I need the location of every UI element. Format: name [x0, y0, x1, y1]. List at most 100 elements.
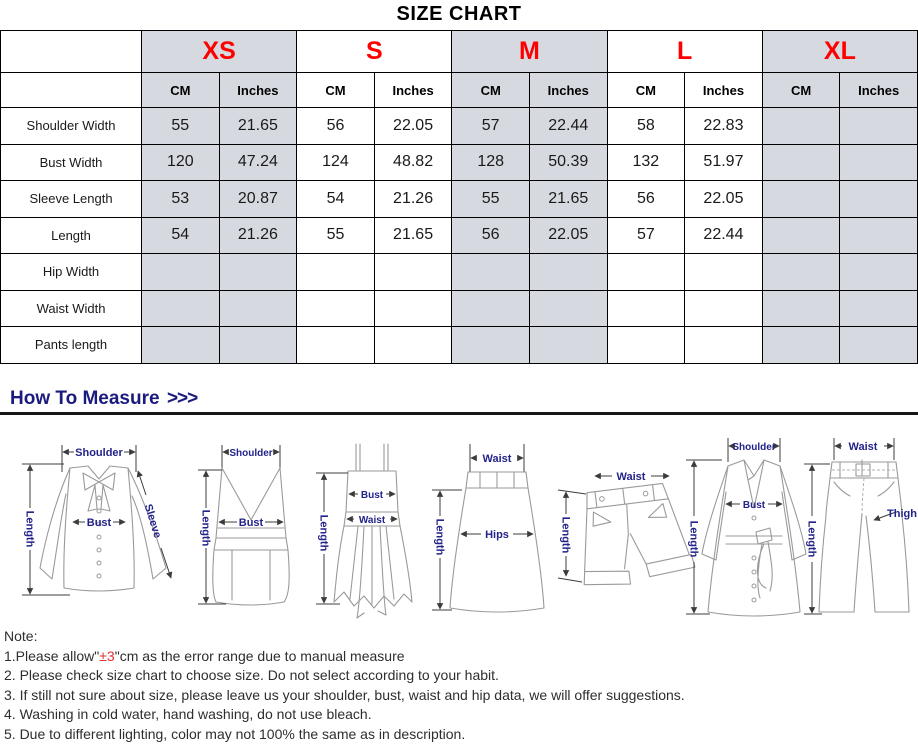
dress-waist-label: Waist — [359, 515, 386, 526]
value-cell — [761, 216, 841, 254]
value-cell — [218, 289, 298, 327]
note-line-4: 4. Washing in cold water, hand washing, … — [4, 706, 372, 722]
note-line-1-highlight: ±3 — [99, 647, 115, 664]
unit-header-xl-cm: CM — [761, 72, 841, 108]
value-cell: 56 — [451, 216, 530, 254]
value-cell — [296, 326, 375, 364]
value-cell: 55 — [296, 216, 375, 254]
notes-block: Note: 1.Please allow"±3"cm as the error … — [4, 627, 685, 744]
value-cell — [606, 326, 686, 364]
value-cell: 48.82 — [373, 143, 453, 181]
chevrons-icon: >>> — [166, 388, 198, 409]
skirt-length-label: Length — [434, 519, 446, 556]
shorts-length-label: Length — [560, 517, 572, 554]
value-cell: 21.26 — [218, 216, 298, 254]
value-cell: 53 — [141, 180, 220, 218]
value-cell: 124 — [296, 143, 375, 181]
value-cell — [761, 253, 841, 291]
table-row: Sleeve Length 53 20.87 54 21.26 55 21.65 56 22.0… — [0, 180, 918, 218]
table-row: Bust Width 120 47.24 124 48.82 128 50.39 132 51.… — [0, 143, 918, 181]
value-cell — [606, 253, 686, 291]
blouse-bust-label: Bust — [87, 517, 112, 529]
value-cell: 22.44 — [684, 216, 763, 254]
table-row: Waist Width — [0, 289, 918, 327]
dress-length-label: Length — [318, 515, 330, 552]
pants-diagram: Waist Thigh Length — [804, 438, 917, 615]
value-cell: 57 — [606, 216, 686, 254]
value-cell — [761, 180, 841, 218]
shorts-diagram: Waist Length — [557, 471, 696, 586]
blouse-length-label: Length — [24, 511, 36, 548]
tank-length-label: Length — [200, 510, 212, 547]
value-cell: 21.65 — [218, 107, 298, 145]
value-cell: 21.65 — [528, 180, 608, 218]
table-row: Shoulder Width 55 21.65 56 22.05 57 22.44 58 22.… — [0, 107, 918, 145]
unit-header-xs-inches: Inches — [218, 72, 298, 108]
value-cell — [528, 326, 608, 364]
size-header-s: S — [296, 30, 453, 73]
slip-dress-diagram: Bust Waist Length — [316, 443, 413, 619]
row-label: Waist Width — [0, 289, 142, 327]
value-cell: 55 — [141, 107, 220, 145]
tank-bust-label: Bust — [239, 517, 264, 529]
corner-cell-2 — [0, 72, 142, 108]
value-cell: 22.44 — [528, 107, 608, 145]
value-cell — [684, 289, 763, 327]
value-cell: 51.97 — [684, 143, 763, 181]
unit-header-s-inches: Inches — [373, 72, 453, 108]
page-title: SIZE CHART — [396, 3, 522, 25]
row-label: Shoulder Width — [0, 107, 142, 145]
value-cell: 132 — [606, 143, 686, 181]
note-line-3: 3. If still not sure about size, please … — [4, 686, 685, 703]
unit-header-xl-inches: Inches — [839, 72, 918, 108]
value-cell: 22.05 — [528, 216, 608, 254]
value-cell — [839, 253, 918, 291]
row-label: Length — [0, 216, 142, 254]
note-heading: Note: — [4, 628, 38, 644]
value-cell: 20.87 — [218, 180, 298, 218]
blouse-sleeve-label: Sleeve — [142, 503, 164, 540]
value-cell — [761, 143, 841, 181]
value-cell — [839, 216, 918, 254]
coat-bust-label: Bust — [743, 500, 766, 511]
table-head: XS S M L XL CM Inches CM Inches CM Inches CM Inches C… — [0, 30, 918, 108]
unit-header-m-cm: CM — [451, 72, 530, 108]
value-cell — [296, 253, 375, 291]
blouse-shoulder-label: Shoulder — [75, 447, 123, 459]
value-cell — [606, 289, 686, 327]
table-row: Pants length — [0, 326, 918, 364]
value-cell — [839, 143, 918, 181]
how-to-measure-heading: How To Measure >>> — [10, 388, 198, 410]
value-cell: 56 — [296, 107, 375, 145]
value-cell: 22.05 — [373, 107, 453, 145]
skirt-diagram: Waist Hips Length — [432, 444, 545, 613]
value-cell — [373, 326, 453, 364]
note-line-5: 5. Due to different lighting, color may … — [4, 725, 466, 742]
value-cell: 56 — [606, 180, 686, 218]
value-cell — [839, 326, 918, 364]
value-cell — [296, 289, 375, 327]
value-cell — [451, 326, 530, 364]
unit-header-s-cm: CM — [296, 72, 375, 108]
value-cell — [141, 289, 220, 327]
value-cell: 128 — [451, 143, 530, 181]
size-header-xl: XL — [761, 30, 918, 73]
value-cell — [684, 253, 763, 291]
value-cell: 47.24 — [218, 143, 298, 181]
size-chart-table: XS S M L XL CM Inches CM Inches CM Inches CM Inches C… — [0, 30, 918, 364]
value-cell: 57 — [451, 107, 530, 145]
note-line-2: 2. Please check size chart to choose siz… — [4, 667, 499, 683]
table-body: Shoulder Width 55 21.65 56 22.05 57 22.44 58 22.… — [0, 107, 918, 364]
value-cell — [373, 289, 453, 327]
unit-header-l-cm: CM — [606, 72, 686, 108]
pants-waist-label: Waist — [849, 441, 878, 453]
skirt-hips-label: Hips — [485, 529, 509, 541]
value-cell: 120 — [141, 143, 220, 181]
value-cell: 58 — [606, 107, 686, 145]
value-cell — [839, 180, 918, 218]
tank-top-diagram: Shoulder Bust Length — [198, 445, 290, 606]
value-cell: 21.65 — [373, 216, 453, 254]
table-row: Length 54 21.26 55 21.65 56 22.05 57 22.44 — [0, 216, 918, 254]
unit-header-m-inches: Inches — [528, 72, 608, 108]
